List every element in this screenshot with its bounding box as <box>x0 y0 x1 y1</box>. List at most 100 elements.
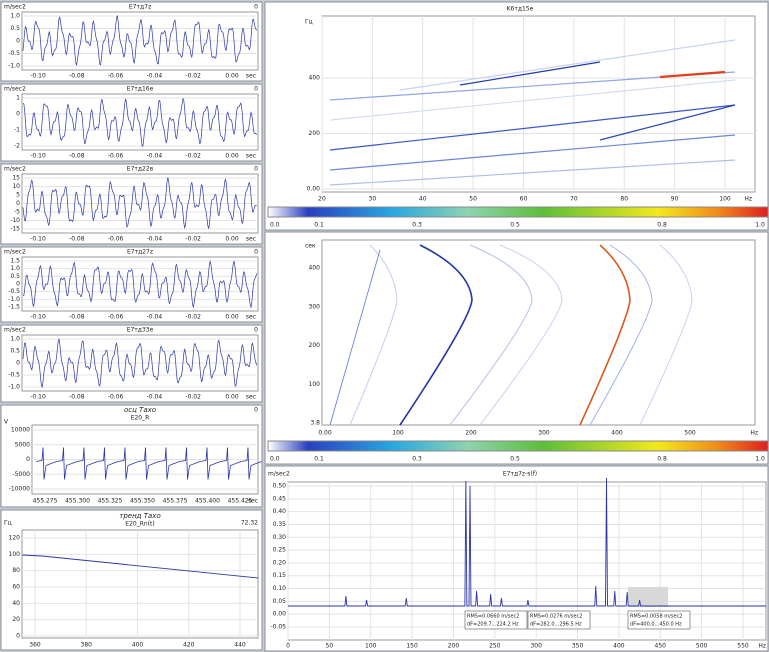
y-tick-label: 0.40 <box>273 508 287 515</box>
x-tick-label: 40 <box>419 196 427 203</box>
spectral-trace <box>599 104 736 141</box>
spectral-curve <box>639 244 693 426</box>
x-tick-label: -0.08 <box>69 394 85 401</box>
x-tick-label: 30 <box>369 196 377 203</box>
colorbar-label: 1.0 <box>755 456 765 463</box>
panel-title: E7тд7z <box>129 4 151 11</box>
x-tick-label: 0.00 <box>318 430 332 437</box>
x-unit: sec <box>246 394 256 401</box>
x-tick-label: -0.04 <box>147 236 163 243</box>
x-tick-label: -0.08 <box>69 236 85 243</box>
y-tick-label: 0 <box>16 38 20 45</box>
x-unit: Hz <box>744 196 752 203</box>
unit-label: Гц <box>4 520 12 527</box>
unit-label: сек <box>305 243 316 250</box>
x-tick-label: 455.350 <box>130 498 155 505</box>
spectral-trace <box>459 61 601 86</box>
colorbar-label: 0.0 <box>270 222 280 229</box>
waveform <box>22 337 257 388</box>
y-tick-label: 80 <box>12 567 20 574</box>
x-tick-label: -0.08 <box>69 153 85 160</box>
annotation-text: RMS=0.0058 m/sec2 <box>630 614 682 620</box>
x-tick-label: -0.02 <box>185 314 201 321</box>
x-tick-label: -0.06 <box>108 394 124 401</box>
x-tick-label: 250 <box>489 643 501 650</box>
x-tick-label: -0.02 <box>185 153 201 160</box>
y-tick-label: 10000 <box>11 427 30 434</box>
y-tick-label: 0.15 <box>273 572 287 579</box>
annotation-text: dF=282.0...296.5 Hz <box>530 622 582 628</box>
spectral-trace <box>329 104 736 151</box>
y-tick-label: 0.10 <box>273 585 287 592</box>
x-tick-label: -0.10 <box>30 236 46 243</box>
x-tick-label: 350 <box>572 643 584 650</box>
x-tick-label: 400 <box>613 643 625 650</box>
x-tick-label: 455.300 <box>65 498 90 505</box>
y-tick-label: -10 <box>10 217 20 224</box>
colorbar <box>267 206 769 218</box>
x-tick-label: -0.02 <box>185 73 201 80</box>
y-tick-label: 0.25 <box>273 547 287 554</box>
colorbar-label: 0.5 <box>510 456 520 463</box>
selection <box>628 587 668 607</box>
y-tick-label: 10 <box>12 183 20 190</box>
y-tick-label: 400 <box>309 265 321 272</box>
panel-value: 0 <box>254 166 258 173</box>
colorbar-label: 0.3 <box>412 456 422 463</box>
x-tick-label: -0.06 <box>108 153 124 160</box>
y-tick-label: 300 <box>309 303 321 310</box>
y-tick-label: 0.20 <box>273 559 287 566</box>
tacho-signal <box>35 447 262 480</box>
panel-title: E7тд33e <box>127 327 154 334</box>
x-tick-label: 455.275 <box>33 498 58 505</box>
x-tick-label: -0.10 <box>30 394 46 401</box>
colorbar-label: 0.1 <box>314 456 324 463</box>
panel-heading: тренд Тахо <box>119 512 160 520</box>
y-tick-label: -0.5 <box>8 372 20 379</box>
colorbar <box>267 440 769 452</box>
y-tick-label: -1.5 <box>8 304 20 311</box>
y-tick-label: -5 <box>14 209 20 216</box>
spectral-curve <box>479 244 563 426</box>
spectral-trace <box>329 134 736 171</box>
x-tick-label: -0.10 <box>30 314 46 321</box>
x-tick-label: -0.02 <box>185 236 201 243</box>
panel-value: 0 <box>254 407 258 414</box>
x-tick-label: 500 <box>684 430 696 437</box>
x-unit: sec <box>246 73 256 80</box>
y-tick-label: 1.0 <box>10 336 20 343</box>
panel-value: 0 <box>254 4 258 11</box>
panel-value: 0 <box>254 327 258 334</box>
x-tick-label: 100 <box>719 196 731 203</box>
y-tick-label: -0.05 <box>270 624 286 631</box>
x-tick-label: 150 <box>406 643 418 650</box>
panel-title: E20_R <box>131 415 150 422</box>
annotation-text: RMS=0.0276 m/sec2 <box>530 614 582 620</box>
x-tick-label: -0.06 <box>108 236 124 243</box>
annotation-box <box>627 610 691 630</box>
x-tick-label: 440 <box>234 642 246 649</box>
x-tick-label: 200 <box>465 430 477 437</box>
colorbar-label: 1.0 <box>755 222 765 229</box>
spectral-curve <box>399 244 473 426</box>
panel-title: E7тд7z-s(f) <box>503 471 537 478</box>
y-tick-label: 0.05 <box>273 598 287 605</box>
x-tick-label: -0.02 <box>185 394 201 401</box>
panel-heading: осц Тахо <box>124 406 156 414</box>
x-tick-label: 0.00 <box>225 314 239 321</box>
y-tick-label: 100 <box>309 381 321 388</box>
x-tick-label: -0.10 <box>30 73 46 80</box>
x-tick-label: 80 <box>620 196 628 203</box>
panel-title: E7тд22в <box>127 166 154 173</box>
plot-area <box>21 93 259 151</box>
y-tick-label: -1 <box>14 127 20 134</box>
unit-label: m/sec2 <box>4 249 26 256</box>
y-tick-label: -1.0 <box>8 296 20 303</box>
colorbar-label: 0.8 <box>657 222 667 229</box>
waveform <box>22 15 257 67</box>
y-tick-label: -1.0 <box>8 384 20 391</box>
spectrum-line <box>288 477 766 607</box>
y-tick-label: 200 <box>309 342 321 349</box>
panel-title: E7тд16e <box>127 86 154 93</box>
spectral-curve <box>349 244 398 426</box>
